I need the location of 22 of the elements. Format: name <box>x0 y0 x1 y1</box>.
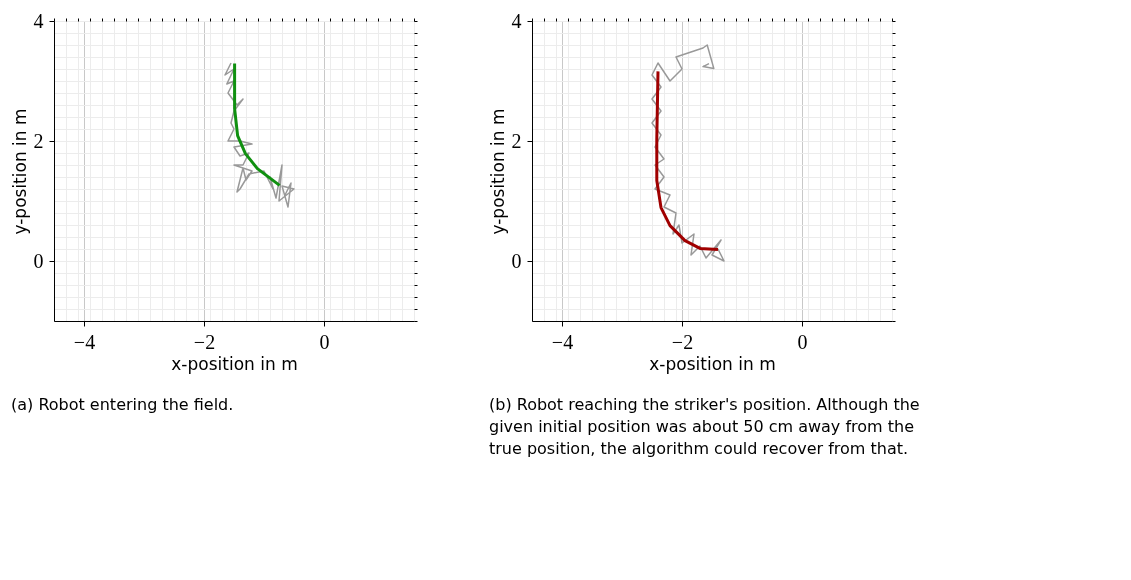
y-tick-label: 4 <box>33 9 44 32</box>
text: (a) Robot entering the field. <box>11 395 234 414</box>
y-tick-label: 2 <box>33 129 44 152</box>
x-tick-label: 0 <box>797 330 808 353</box>
x-axis-title: x-position in m <box>171 353 298 374</box>
x-axis-title: x-position in m <box>649 353 776 374</box>
line-series <box>655 69 720 252</box>
x-tick-label: 0 <box>319 330 330 353</box>
x-tick-label: −4 <box>551 330 574 353</box>
line-series <box>233 62 282 187</box>
y-tick-label: 4 <box>511 9 522 32</box>
x-tick-label: −2 <box>193 330 216 353</box>
x-tick-label: −2 <box>671 330 694 353</box>
y-axis-title: y-position in m <box>487 108 508 235</box>
text: (b) Robot reaching the striker's position. Although the given initial position was about 50 cm away from the true position, the algorithm could recover from that. <box>489 395 920 458</box>
y-tick-label: 0 <box>33 249 44 272</box>
x-tick-label: −4 <box>73 330 96 353</box>
line-series <box>651 44 725 262</box>
y-tick-label: 2 <box>511 129 522 152</box>
line-series <box>224 62 295 208</box>
y-axis-title: y-position in m <box>9 108 30 235</box>
y-tick-label: 0 <box>511 249 522 272</box>
